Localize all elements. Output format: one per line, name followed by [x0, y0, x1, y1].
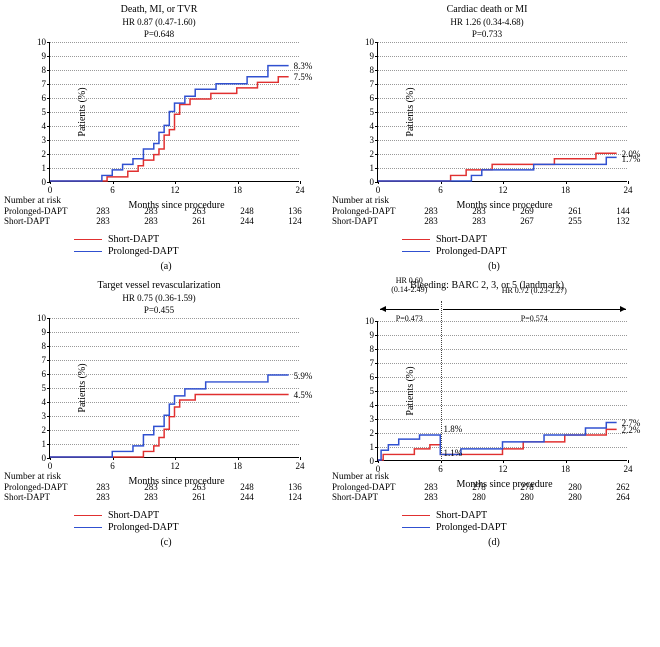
- panel-label: (b): [332, 261, 656, 272]
- risk-label-short: Short-DAPT: [4, 492, 79, 502]
- x-axis-label: Months since procedure: [367, 479, 642, 490]
- chart-a: Death, MI, or TVR HR 0.87 (0.47-1.60) P=…: [4, 4, 314, 194]
- risk-value: 283: [79, 492, 127, 502]
- risk-value: 283: [79, 216, 127, 226]
- risk-value: 264: [599, 492, 647, 502]
- risk-value: 124: [271, 492, 319, 502]
- risk-value: 244: [223, 216, 271, 226]
- hr-text: HR 1.26 (0.34-4.68): [332, 17, 642, 29]
- chart-title: Target vessel revascularization: [4, 280, 314, 291]
- panel-d: Bleeding: BARC 2, 3, or 5 (landmark) 012…: [332, 280, 656, 548]
- legend-label-short: Short-DAPT: [436, 510, 487, 521]
- legend-label-prolonged: Prolonged-DAPT: [108, 246, 179, 257]
- legend-label-prolonged: Prolonged-DAPT: [108, 522, 179, 533]
- end-label-prolonged: 2.7%: [622, 418, 641, 428]
- legend: Short-DAPT Prolonged-DAPT: [74, 510, 328, 533]
- risk-value: 283: [407, 216, 455, 226]
- right-hr: HR 0.72 (0.23-2.27): [441, 287, 629, 296]
- panel-label: (a): [4, 261, 328, 272]
- risk-value: 283: [455, 216, 503, 226]
- risk-value: 261: [175, 492, 223, 502]
- legend-label-short: Short-DAPT: [436, 234, 487, 245]
- risk-value: 132: [599, 216, 647, 226]
- legend-label-short: Short-DAPT: [108, 234, 159, 245]
- risk-value: 280: [503, 492, 551, 502]
- risk-value: 280: [455, 492, 503, 502]
- legend-line-short: [74, 239, 102, 241]
- risk-label-short: Short-DAPT: [4, 216, 79, 226]
- landmark-label-short: 1.1%: [444, 448, 463, 458]
- risk-value: 267: [503, 216, 551, 226]
- y-axis-label: Patients (%): [405, 87, 416, 136]
- legend-line-short: [402, 515, 430, 517]
- plot-area: 012345678910061218242.0%1.7% Patients (%…: [377, 42, 627, 182]
- chart-d: Bleeding: BARC 2, 3, or 5 (landmark) 012…: [332, 280, 642, 470]
- panel-label: (d): [332, 537, 656, 548]
- x-axis-label: Months since procedure: [39, 476, 314, 487]
- figure-grid: Death, MI, or TVR HR 0.87 (0.47-1.60) P=…: [0, 0, 660, 552]
- legend-line-prolonged: [74, 527, 102, 529]
- risk-value: 283: [127, 216, 175, 226]
- landmark-arrows: HR 0.60(0.14-2.49) P=0.473 HR 0.72 (0.23…: [378, 301, 627, 321]
- plot-area: 012345678910061218242.2%2.7%1.8%1.1% HR …: [377, 321, 627, 461]
- left-hr: HR 0.60(0.14-2.49): [378, 277, 441, 295]
- panel-a: Death, MI, or TVR HR 0.87 (0.47-1.60) P=…: [4, 4, 328, 272]
- risk-value: 261: [175, 216, 223, 226]
- legend-label-prolonged: Prolonged-DAPT: [436, 522, 507, 533]
- y-axis-label: Patients (%): [77, 363, 88, 412]
- end-label-prolonged: 1.7%: [622, 154, 641, 164]
- risk-value: 255: [551, 216, 599, 226]
- hr-text: HR 0.75 (0.36-1.59): [4, 293, 314, 305]
- chart-title: Cardiac death or MI: [332, 4, 642, 15]
- x-axis-label: Months since procedure: [39, 200, 314, 211]
- legend: Short-DAPT Prolonged-DAPT: [402, 234, 656, 257]
- end-label-short: 4.5%: [294, 390, 313, 400]
- legend-line-short: [402, 239, 430, 241]
- legend-line-prolonged: [74, 251, 102, 253]
- legend-line-prolonged: [402, 251, 430, 253]
- panel-c: Target vessel revascularization HR 0.75 …: [4, 280, 328, 548]
- right-p: P=0.574: [441, 315, 629, 324]
- y-axis-label: Patients (%): [405, 366, 416, 415]
- risk-value: 280: [551, 492, 599, 502]
- p-text: P=0.455: [4, 305, 314, 317]
- legend-label-prolonged: Prolonged-DAPT: [436, 246, 507, 257]
- left-p: P=0.473: [378, 315, 441, 324]
- plot-area: 012345678910061218247.5%8.3% Patients (%…: [49, 42, 299, 182]
- risk-label-short: Short-DAPT: [332, 216, 407, 226]
- chart-title: Death, MI, or TVR: [4, 4, 314, 15]
- end-label-prolonged: 8.3%: [294, 61, 313, 71]
- landmark-label-prolonged: 1.8%: [444, 424, 463, 434]
- landmark-line: [441, 301, 442, 461]
- risk-value: 283: [127, 492, 175, 502]
- x-axis-label: Months since procedure: [367, 200, 642, 211]
- panel-label: (c): [4, 537, 328, 548]
- plot-area: 012345678910061218244.5%5.9% Patients (%…: [49, 318, 299, 458]
- risk-value: 283: [407, 492, 455, 502]
- end-label-prolonged: 5.9%: [294, 371, 313, 381]
- legend: Short-DAPT Prolonged-DAPT: [402, 510, 656, 533]
- y-axis-label: Patients (%): [77, 87, 88, 136]
- legend: Short-DAPT Prolonged-DAPT: [74, 234, 328, 257]
- p-text: P=0.648: [4, 29, 314, 41]
- hr-text: HR 0.87 (0.47-1.60): [4, 17, 314, 29]
- legend-line-prolonged: [402, 527, 430, 529]
- p-text: P=0.733: [332, 29, 642, 41]
- end-label-short: 7.5%: [294, 72, 313, 82]
- chart-c: Target vessel revascularization HR 0.75 …: [4, 280, 314, 470]
- chart-b: Cardiac death or MI HR 1.26 (0.34-4.68) …: [332, 4, 642, 194]
- legend-label-short: Short-DAPT: [108, 510, 159, 521]
- risk-value: 124: [271, 216, 319, 226]
- legend-line-short: [74, 515, 102, 517]
- risk-label-short: Short-DAPT: [332, 492, 407, 502]
- risk-value: 244: [223, 492, 271, 502]
- panel-b: Cardiac death or MI HR 1.26 (0.34-4.68) …: [332, 4, 656, 272]
